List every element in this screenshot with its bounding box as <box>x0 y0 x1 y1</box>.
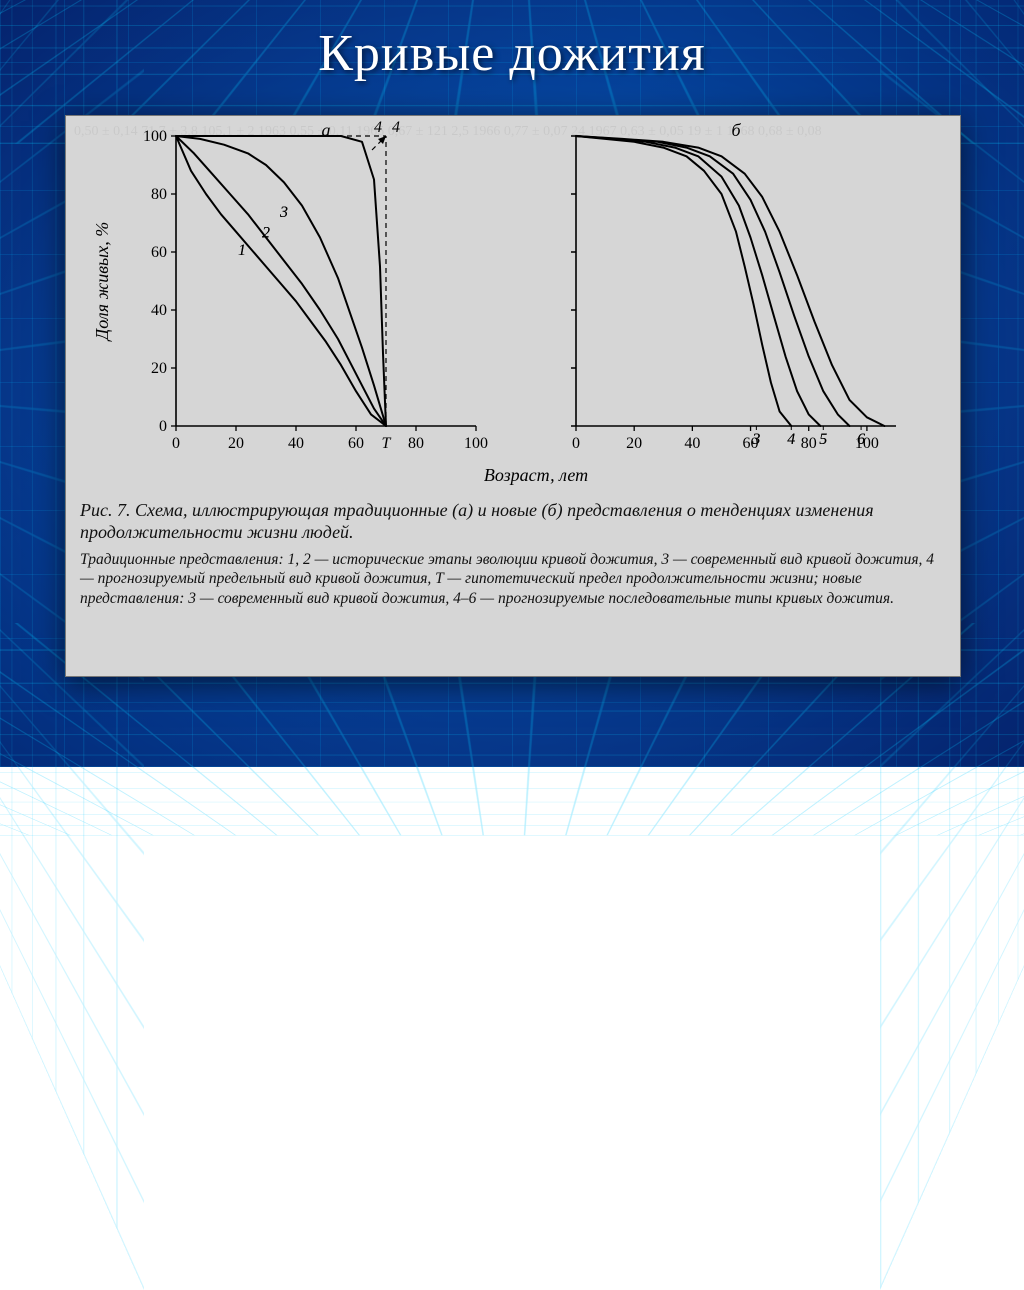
svg-text:4: 4 <box>787 431 795 448</box>
svg-text:1: 1 <box>238 242 246 259</box>
svg-text:Возраст, лет: Возраст, лет <box>484 465 588 485</box>
svg-text:100: 100 <box>143 128 167 145</box>
svg-text:3: 3 <box>279 204 288 221</box>
svg-text:40: 40 <box>151 302 167 319</box>
svg-text:4: 4 <box>374 119 382 136</box>
svg-text:6: 6 <box>857 431 865 448</box>
caption-main: Рис. 7. Схема, иллюстрирующая традиционн… <box>80 500 946 544</box>
svg-text:б: б <box>731 120 741 140</box>
figure-container: 0,50 ± 0,14 71,7 ± 3,8 105,1 ± 2 1963 0,… <box>65 115 961 677</box>
caption-main-text: Схема, иллюстрирующая традиционные (а) и… <box>80 500 874 542</box>
svg-text:4: 4 <box>392 119 400 136</box>
svg-text:3: 3 <box>751 431 760 448</box>
caption-prefix: Рис. 7. <box>80 500 130 520</box>
svg-text:60: 60 <box>348 435 364 452</box>
svg-text:40: 40 <box>684 435 700 452</box>
svg-text:40: 40 <box>288 435 304 452</box>
svg-text:100: 100 <box>464 435 488 452</box>
svg-text:Доля живых, %: Доля живых, % <box>92 222 112 342</box>
svg-text:20: 20 <box>151 360 167 377</box>
svg-text:0: 0 <box>572 435 580 452</box>
figure-caption: Рис. 7. Схема, иллюстрирующая традиционн… <box>80 500 946 666</box>
svg-text:80: 80 <box>151 186 167 203</box>
svg-text:20: 20 <box>626 435 642 452</box>
svg-text:5: 5 <box>819 431 827 448</box>
svg-text:20: 20 <box>228 435 244 452</box>
svg-text:60: 60 <box>151 244 167 261</box>
caption-sub: Традиционные представления: 1, 2 — истор… <box>80 550 946 608</box>
slide-title: Кривые дожития <box>0 24 1024 83</box>
survival-curves-chart: Доля живых, %Возраст, лет020406080100020… <box>66 116 960 496</box>
svg-text:T: T <box>382 435 392 452</box>
chart-zone: Доля живых, %Возраст, лет020406080100020… <box>66 116 960 496</box>
svg-text:80: 80 <box>801 435 817 452</box>
svg-text:0: 0 <box>172 435 180 452</box>
svg-text:0: 0 <box>159 418 167 435</box>
svg-text:2: 2 <box>262 225 270 242</box>
svg-text:80: 80 <box>408 435 424 452</box>
